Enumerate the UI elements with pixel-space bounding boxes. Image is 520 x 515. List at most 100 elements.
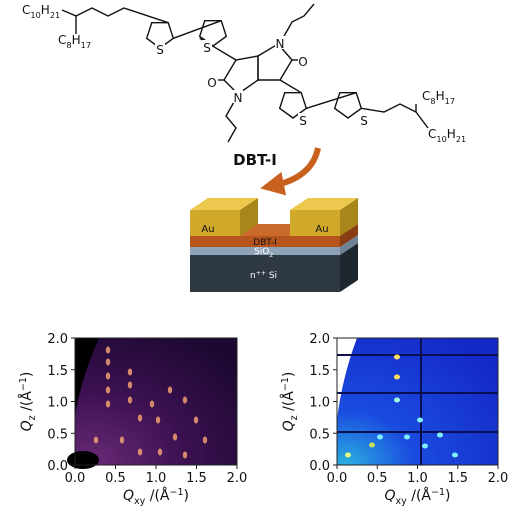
diffraction-spot xyxy=(105,358,111,366)
alkyl-chain-part: C xyxy=(422,89,430,103)
y-tick-label: 0.5 xyxy=(309,427,330,442)
diffraction-spot xyxy=(345,452,351,458)
ring xyxy=(145,21,175,49)
bond xyxy=(225,101,237,143)
diffraction-spot xyxy=(119,436,125,444)
layer-label-part: SiO xyxy=(254,247,269,257)
diffraction-spot xyxy=(172,433,178,441)
x-tick-label: 0.0 xyxy=(65,471,86,486)
alkyl-chain-part: C xyxy=(22,3,30,17)
alkyl-chain-part: 21 xyxy=(456,134,466,144)
layer-label: Au xyxy=(201,224,214,235)
x-axis-label-part: Q xyxy=(123,488,134,504)
diffraction-spot xyxy=(182,396,188,404)
label-bg xyxy=(275,36,285,49)
alkyl-chain: C10H21 xyxy=(22,3,60,20)
diffraction-spot xyxy=(127,396,133,404)
diffraction-spot xyxy=(377,434,383,440)
label-bg xyxy=(207,75,217,88)
y-tick-label: 1.0 xyxy=(47,396,68,411)
alkyl-chain: C8H17 xyxy=(422,89,455,106)
y-axis-label: Qz /(Å−1) xyxy=(18,372,38,432)
diffraction-spot xyxy=(182,451,188,459)
alkyl-chain: C8H17 xyxy=(58,33,91,50)
diffraction-spot xyxy=(137,414,143,422)
atom-label: N xyxy=(276,37,285,51)
label-bg xyxy=(298,113,308,126)
ring xyxy=(333,91,363,119)
x-tick-label: 1.0 xyxy=(407,471,428,486)
y-axis-label-part: −1 xyxy=(280,377,291,391)
bond xyxy=(61,9,77,34)
diffraction-spot xyxy=(155,416,161,424)
label-bg xyxy=(155,42,165,55)
alkyl-chain-part: 10 xyxy=(30,10,40,20)
ring xyxy=(278,91,308,119)
label-bg xyxy=(298,54,308,67)
atom-label: S xyxy=(299,114,307,128)
ring xyxy=(198,19,228,47)
y-axis-label-part: Q xyxy=(281,420,297,431)
x-axis-label-part: ) xyxy=(184,488,189,504)
alkyl-chain-part: 17 xyxy=(81,40,91,50)
beamstop xyxy=(67,451,99,469)
x-axis-label-part: xy xyxy=(396,496,408,507)
diffraction-spot xyxy=(127,368,133,376)
arrow xyxy=(260,147,321,196)
alkyl-chain-part: C xyxy=(428,127,436,141)
diffraction-spot xyxy=(105,400,111,408)
blind-region xyxy=(75,338,99,416)
x-axis-label: Qxy /(Å−1) xyxy=(123,487,189,507)
x-tick-label: 2.0 xyxy=(227,471,248,486)
diffraction-spot xyxy=(369,442,375,448)
y-axis-label-part: z xyxy=(27,415,38,420)
y-tick-label: 1.5 xyxy=(47,364,68,379)
y-tick-label: 0.5 xyxy=(47,427,68,442)
x-tick-label: 0.5 xyxy=(367,471,388,486)
alkyl-chain-part: H xyxy=(72,33,81,47)
atom-label: N xyxy=(234,91,243,105)
label-bg xyxy=(233,90,243,103)
alkyl-chain-part: C xyxy=(58,33,66,47)
diffraction-spot xyxy=(394,354,400,360)
diffraction-spot xyxy=(193,416,199,424)
y-axis-label-part: /(Å xyxy=(18,391,35,416)
diffraction-spot xyxy=(137,448,143,456)
layer-label-part: 2 xyxy=(269,252,273,259)
x-axis-label-part: /(Å xyxy=(407,487,432,504)
label-bg xyxy=(202,40,212,53)
molecule-name: DBT-I xyxy=(233,151,277,169)
diffraction-spot xyxy=(127,381,133,389)
layer-label: Au xyxy=(315,224,328,235)
detector-image xyxy=(75,338,237,465)
alkyl-chain-part: H xyxy=(436,89,445,103)
label-bg xyxy=(359,113,369,126)
x-tick-label: 0.5 xyxy=(105,471,126,486)
diffraction-spot xyxy=(422,443,428,449)
diffraction-spot xyxy=(202,436,208,444)
bond xyxy=(306,92,357,109)
bond xyxy=(279,79,302,94)
atom-label: S xyxy=(360,114,368,128)
detector-image xyxy=(337,338,498,465)
diffraction-spot xyxy=(105,386,111,394)
y-axis-label-part: ) xyxy=(19,372,35,377)
x-tick-label: 1.0 xyxy=(146,471,167,486)
atom-label: S xyxy=(156,43,164,57)
layer-label-part: ++ xyxy=(256,270,266,277)
alkyl-chain-part: H xyxy=(41,3,50,17)
y-tick-label: 0.0 xyxy=(47,459,68,474)
diffraction-spot xyxy=(167,386,173,394)
y-axis-label: Qz /(Å−1) xyxy=(280,372,300,432)
y-tick-label: 0.0 xyxy=(309,459,330,474)
x-axis-label: Qxy /(Å−1) xyxy=(384,487,450,507)
layer-label-part: Si xyxy=(266,271,277,281)
diffraction-spot xyxy=(404,434,410,440)
diffraction-spot xyxy=(394,374,400,380)
atom-label: S xyxy=(203,41,211,55)
bond xyxy=(415,111,429,129)
alkyl-chain-part: H xyxy=(447,127,456,141)
